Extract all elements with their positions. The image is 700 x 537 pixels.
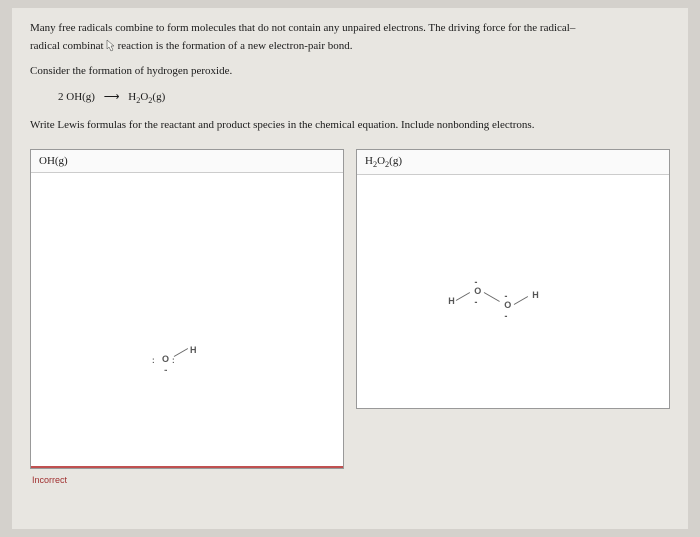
panel-header-left: OH(g) [31,150,343,173]
lone-pair-icon: : [152,356,154,365]
question-container: Many free radicals combine to form molec… [12,8,688,529]
lone-pair-icon: .. [504,310,506,319]
oxygen-atom: O [474,286,481,296]
bond-line [484,292,500,302]
question-text: Many free radicals combine to form molec… [30,20,670,135]
paragraph-3: Write Lewis formulas for the reactant an… [30,117,670,135]
panel-right-wrapper: H2O2(g) H .. O .. .. O .. H [356,149,670,469]
panel-header-right: H2O2(g) [357,150,669,175]
answer-panels: OH(g) : O : .. H Incorrect H [30,149,670,469]
incorrect-indicator-bar [31,466,343,468]
oxygen-atom: O [504,300,511,310]
equation-product: H2O2(g) [128,91,165,103]
paragraph-1: Many free radicals combine to form molec… [30,20,670,55]
lone-pair-icon: .. [504,290,506,299]
panel-body-left[interactable]: : O : .. H [31,173,343,465]
equation-reactant: 2 OH(g) [58,91,95,103]
incorrect-label: Incorrect [32,475,67,485]
lewis-panel-h2o2[interactable]: H2O2(g) H .. O .. .. O .. H [356,149,670,409]
text-line-1b: radical combinat [30,40,104,52]
bond-line [456,292,470,301]
bond-line [174,348,188,357]
lewis-panel-oh[interactable]: OH(g) : O : .. H [30,149,344,469]
chemical-equation: 2 OH(g) ⟶ H2O2(g) [58,89,670,107]
lone-pair-icon: .. [164,364,166,373]
panel-body-right[interactable]: H .. O .. .. O .. H [357,175,669,407]
text-line-1c: reaction is the formation of a new elect… [118,40,353,52]
reaction-arrow: ⟶ [104,91,120,103]
lone-pair-icon: .. [474,296,476,305]
hydrogen-atom: H [190,345,197,355]
hydrogen-atom: H [448,296,455,306]
text-line-1a: Many free radicals combine to form molec… [30,22,575,34]
bond-line [514,296,528,305]
cursor-icon [106,39,116,53]
hydrogen-atom: H [532,290,539,300]
lone-pair-icon: .. [474,276,476,285]
paragraph-2: Consider the formation of hydrogen perox… [30,63,670,81]
oxygen-atom: O [162,354,169,364]
panel-left-wrapper: OH(g) : O : .. H Incorrect [30,149,344,469]
